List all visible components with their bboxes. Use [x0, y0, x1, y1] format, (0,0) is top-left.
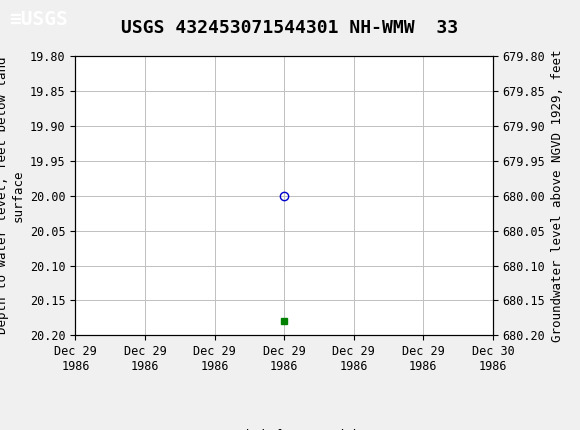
Text: USGS 432453071544301 NH-WMW  33: USGS 432453071544301 NH-WMW 33	[121, 19, 459, 37]
Text: ≡USGS: ≡USGS	[9, 10, 67, 29]
Y-axis label: Groundwater level above NGVD 1929, feet: Groundwater level above NGVD 1929, feet	[551, 49, 564, 342]
Y-axis label: Depth to water level, feet below land
surface: Depth to water level, feet below land su…	[0, 57, 24, 335]
Legend: Period of approved data: Period of approved data	[186, 424, 382, 430]
